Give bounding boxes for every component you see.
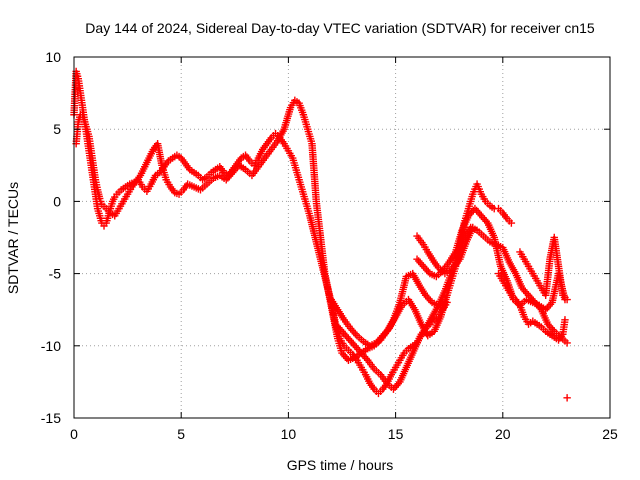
x-tick-label: 15 [388, 426, 404, 442]
series-track-f [516, 233, 571, 304]
y-tick-label: -15 [41, 410, 61, 426]
x-tick-label: 0 [70, 426, 78, 442]
data-point-fill [97, 197, 105, 206]
y-tick-label: 5 [53, 121, 61, 137]
data-point [96, 194, 104, 203]
series-track-g [494, 269, 571, 402]
x-tick-label: 25 [602, 426, 618, 442]
data-point [561, 316, 569, 324]
y-tick-label: 0 [53, 193, 61, 209]
data-point [563, 295, 571, 304]
x-axis-label: GPS time / hours [287, 457, 394, 473]
y-tick-label: -5 [49, 266, 62, 282]
data-point [563, 339, 571, 347]
data-point [469, 223, 477, 232]
data-point [507, 219, 516, 227]
x-tick-label: 5 [177, 426, 185, 442]
series-track-a [70, 67, 451, 398]
series-track-e [413, 204, 569, 314]
series-track-d [331, 223, 571, 393]
data-point [563, 394, 571, 402]
y-tick-label: -10 [41, 338, 61, 354]
chart-title: Day 144 of 2024, Sidereal Day-to-day VTE… [85, 20, 595, 36]
series-track-h [413, 223, 477, 278]
grid [74, 57, 610, 418]
y-tick-label: 10 [45, 49, 61, 65]
axis-ticks: 0 5 10 15 20 25 -15 -10 -5 0 5 10 [41, 49, 618, 442]
x-tick-label: 10 [281, 426, 297, 442]
data-points [70, 67, 571, 402]
x-tick-label: 20 [495, 426, 511, 442]
y-axis-label: SDTVAR / TECUs [5, 182, 21, 294]
plot-frame [73, 56, 611, 419]
